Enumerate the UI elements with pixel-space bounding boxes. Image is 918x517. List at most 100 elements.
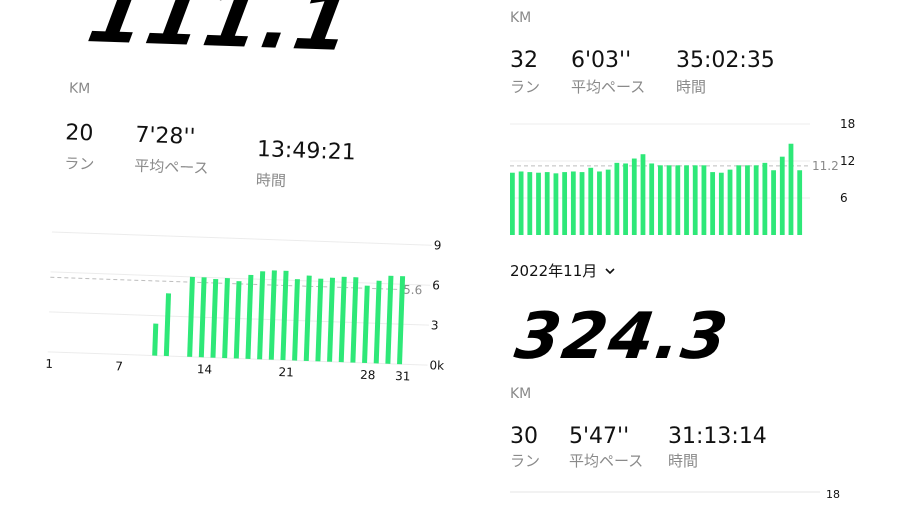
top-chart-bar <box>797 170 803 235</box>
pace-value: 5'47'' <box>569 424 630 449</box>
top-pace-value: 6'03'' <box>571 48 632 73</box>
left-chart-gridline <box>50 271 431 286</box>
top-chart-bar <box>718 172 724 235</box>
top-chart-bar <box>579 172 585 235</box>
time-label: 時間 <box>668 452 699 470</box>
top-distance-unit: KM <box>510 10 532 26</box>
top-chart-bar <box>605 169 611 235</box>
bottom-chart-y-tick: 18 <box>826 488 840 501</box>
top-chart-bar <box>518 171 524 235</box>
left-total-distance: 111.1 <box>81 0 361 70</box>
left-runs-value: 20 <box>64 120 94 147</box>
left-chart-y-tick: 3 <box>431 318 439 332</box>
top-chart-bar <box>649 163 655 235</box>
left-month-summary: 111.1 KM 20 ラン 7'28'' 平均ペース 13:49:21 時間 … <box>0 0 460 420</box>
top-chart-bar <box>710 172 716 235</box>
top-daily-chart: 11.2 18 12 6 <box>510 117 855 235</box>
left-chart-x-tick: 14 <box>197 362 213 377</box>
top-chart-y-tick: 12 <box>840 154 855 168</box>
left-chart-bar <box>257 271 266 360</box>
top-chart-bar <box>753 165 759 235</box>
top-time-label: 時間 <box>676 78 707 96</box>
left-daily-chart: 5.6 9 6 3 0k 1 7 14 21 28 31 <box>45 231 444 384</box>
left-chart-bar <box>280 270 289 361</box>
left-chart-bar <box>303 275 312 361</box>
top-chart-bar <box>536 172 541 235</box>
left-chart-average-label: 5.6 <box>403 283 423 298</box>
left-chart-bar <box>210 278 219 358</box>
left-chart-bar <box>152 323 159 356</box>
left-chart-bar <box>327 277 336 362</box>
left-time-value: 13:49:21 <box>256 137 357 166</box>
top-chart-y-tick: 18 <box>840 117 855 131</box>
top-chart-bar <box>788 143 794 235</box>
top-chart-bar <box>779 156 785 235</box>
left-chart-y-tick: 9 <box>433 238 441 252</box>
runs-value: 30 <box>510 424 538 449</box>
top-chart-bar <box>762 162 768 235</box>
distance-unit: KM <box>510 386 532 402</box>
top-chart-bar <box>692 165 698 235</box>
top-chart-bar <box>745 165 750 235</box>
top-chart-bar <box>562 172 568 235</box>
right-month-summary: KM 32 ラン 6'03'' 平均ペース 35:02:35 時間 11.2 18… <box>470 0 918 517</box>
left-chart-gridline <box>51 231 432 246</box>
top-chart-bar <box>544 172 550 235</box>
top-chart-bar <box>623 163 628 235</box>
top-chart-bar <box>666 165 672 235</box>
left-chart-x-tick: 21 <box>278 365 294 380</box>
left-chart-bar <box>222 278 230 359</box>
top-chart-bar <box>675 165 681 235</box>
top-chart-average-label: 11.2 <box>812 159 839 173</box>
top-chart-bar <box>597 171 602 235</box>
top-runs-value: 32 <box>510 48 538 73</box>
left-pace-label: 平均ペース <box>133 156 209 178</box>
left-chart-bar <box>362 285 370 364</box>
left-runs-label: ラン <box>64 154 95 174</box>
month-label: 2022年11月 <box>510 262 598 280</box>
top-chart-bar <box>510 172 515 235</box>
top-chart-bar <box>527 172 533 235</box>
left-distance-unit: KM <box>68 80 91 98</box>
left-chart-bar <box>373 280 382 364</box>
left-chart-bar <box>198 277 207 358</box>
top-chart-bar <box>701 165 707 235</box>
top-chart-bar <box>684 165 689 235</box>
left-chart-bar <box>268 270 277 360</box>
left-chart-x-tick: 1 <box>45 357 53 371</box>
total-distance: 324.3 <box>510 300 734 374</box>
left-chart-bar <box>385 275 394 364</box>
top-chart-bar <box>771 170 776 235</box>
left-chart-bar <box>187 276 195 357</box>
runs-label: ラン <box>510 452 541 470</box>
top-pace-label: 平均ペース <box>571 78 646 96</box>
top-chart-bar <box>658 165 663 235</box>
left-chart-y-tick: 6 <box>432 278 440 292</box>
top-chart-bar <box>553 173 559 235</box>
top-chart-bar <box>614 162 620 235</box>
month-selector[interactable]: 2022年11月 <box>510 260 615 281</box>
left-chart-bar <box>315 278 324 362</box>
left-chart-y-tick: 0k <box>429 358 444 373</box>
left-chart-bar <box>163 293 172 357</box>
top-time-value: 35:02:35 <box>676 48 775 73</box>
top-chart-bar <box>631 158 637 235</box>
bottom-daily-chart: 18 <box>510 488 840 501</box>
left-chart-bar <box>397 276 406 365</box>
left-chart-bar <box>233 281 242 359</box>
time-value: 31:13:14 <box>668 424 767 449</box>
left-time-label: 時間 <box>255 171 287 191</box>
left-chart-bar <box>292 279 300 361</box>
top-runs-label: ラン <box>510 78 541 96</box>
left-chart-x-tick: 7 <box>115 359 123 373</box>
left-chart-x-tick: 28 <box>360 368 376 383</box>
left-pace-value: 7'28'' <box>134 122 196 150</box>
top-chart-bar <box>570 171 576 235</box>
top-chart-y-tick: 6 <box>840 191 848 205</box>
pace-label: 平均ペース <box>569 452 644 470</box>
top-chart-bar <box>640 154 646 235</box>
left-chart-bar <box>245 274 254 359</box>
top-chart-bar <box>727 169 733 235</box>
left-chart-bar <box>338 276 347 363</box>
top-chart-bar <box>736 165 742 235</box>
